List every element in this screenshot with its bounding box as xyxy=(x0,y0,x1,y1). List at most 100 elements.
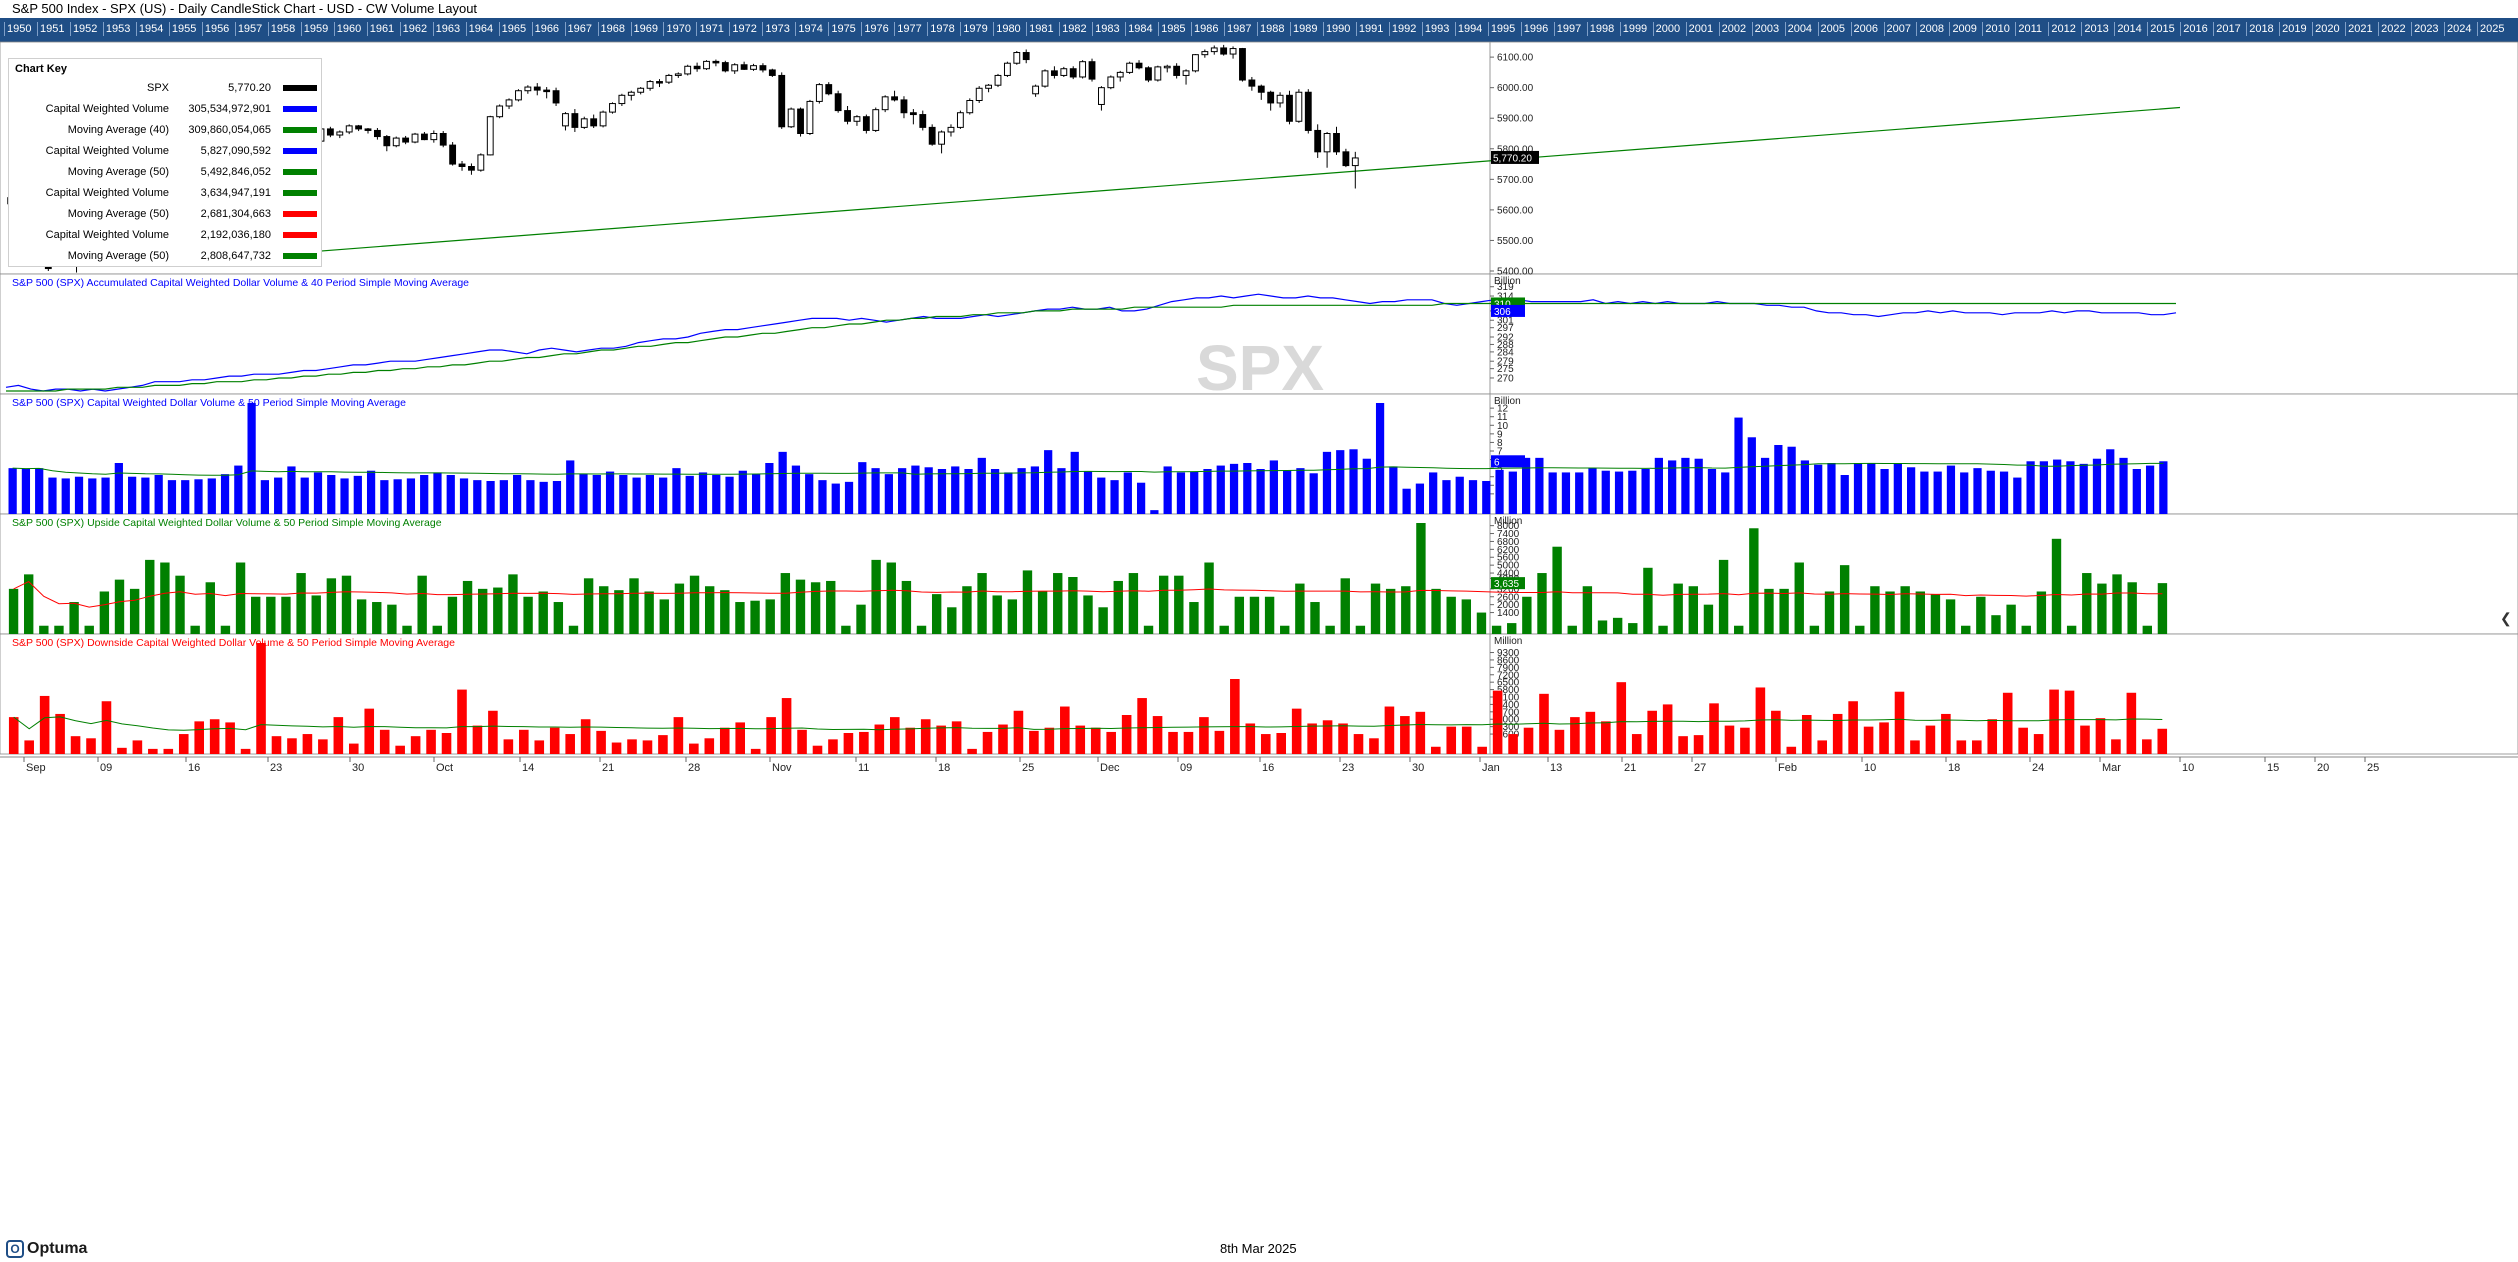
year-label[interactable]: 2011 xyxy=(2015,22,2042,36)
year-label[interactable]: 1990 xyxy=(1322,22,1350,36)
volume-bar xyxy=(1894,691,1905,754)
year-label[interactable]: 1983 xyxy=(1092,22,1120,36)
year-label[interactable]: 1951 xyxy=(36,22,64,36)
year-label[interactable]: 1961 xyxy=(366,22,394,36)
year-label[interactable]: 1978 xyxy=(927,22,955,36)
year-label[interactable]: 1986 xyxy=(1191,22,1219,36)
year-label[interactable]: 1972 xyxy=(729,22,757,36)
volume-bar xyxy=(333,717,344,754)
year-label[interactable]: 1980 xyxy=(993,22,1021,36)
year-label[interactable]: 1959 xyxy=(300,22,328,36)
volume-bar xyxy=(844,481,854,514)
chevron-left-icon[interactable]: ❮ xyxy=(2500,610,2512,626)
year-label[interactable]: 1950 xyxy=(4,22,31,36)
volume-bar xyxy=(163,748,174,754)
candle-body xyxy=(674,73,682,76)
year-label[interactable]: 1965 xyxy=(498,22,526,36)
year-label[interactable]: 1960 xyxy=(333,22,361,36)
volume-bar xyxy=(274,477,283,514)
year-label[interactable]: 2005 xyxy=(1817,22,1845,36)
year-label[interactable]: 2004 xyxy=(1784,22,1812,36)
volume-bar xyxy=(2111,739,2121,754)
year-label[interactable]: 1999 xyxy=(1619,22,1647,36)
year-label[interactable]: 2017 xyxy=(2213,22,2241,36)
year-label[interactable]: 2013 xyxy=(2081,22,2109,36)
year-label[interactable]: 1962 xyxy=(399,22,427,36)
year-label[interactable]: 1952 xyxy=(69,22,97,36)
year-label[interactable]: 1995 xyxy=(1487,22,1515,36)
volume-bar xyxy=(167,480,177,514)
year-label[interactable]: 2007 xyxy=(1883,22,1911,36)
year-label[interactable]: 1982 xyxy=(1059,22,1087,36)
volume-bar xyxy=(831,483,840,514)
year-scale-bar[interactable]: 1950 1951 1952 1953 1954 1955 1956 1957 1958 1959… xyxy=(0,18,2518,42)
year-label[interactable]: 2015 xyxy=(2147,22,2175,36)
year-label[interactable]: 2018 xyxy=(2246,22,2274,36)
year-label[interactable]: 1991 xyxy=(1355,22,1383,36)
year-label[interactable]: 1969 xyxy=(630,22,658,36)
year-label[interactable]: 1997 xyxy=(1553,22,1581,36)
year-label[interactable]: 1958 xyxy=(267,22,295,36)
year-label[interactable]: 1971 xyxy=(696,22,724,36)
year-label[interactable]: 1984 xyxy=(1125,22,1153,36)
year-label[interactable]: 2019 xyxy=(2279,22,2307,36)
year-label[interactable]: 1987 xyxy=(1224,22,1252,36)
year-label[interactable]: 2009 xyxy=(1949,22,1977,36)
year-label[interactable]: 2024 xyxy=(2444,22,2472,36)
year-label[interactable]: 2001 xyxy=(1685,22,1713,36)
year-label[interactable]: 1981 xyxy=(1026,22,1054,36)
year-label[interactable]: 1973 xyxy=(762,22,790,36)
year-label[interactable]: 1988 xyxy=(1257,22,1284,36)
year-label[interactable]: 1975 xyxy=(828,22,856,36)
volume-bar xyxy=(1585,711,1596,754)
year-label[interactable]: 1956 xyxy=(201,22,229,36)
year-label[interactable]: 1998 xyxy=(1586,22,1614,36)
year-label[interactable]: 2016 xyxy=(2180,22,2208,36)
year-label[interactable]: 1967 xyxy=(564,22,592,36)
chart-key[interactable]: Chart Key SPX 5,770.20 Capital Weighted Vo… xyxy=(8,58,322,267)
year-label[interactable]: 2025 xyxy=(2477,22,2505,36)
volume-bar xyxy=(1401,586,1411,634)
year-label[interactable]: 2014 xyxy=(2114,22,2142,36)
year-label[interactable]: 1994 xyxy=(1454,22,1482,36)
volume-bar xyxy=(39,695,50,754)
year-label[interactable]: 1974 xyxy=(795,22,823,36)
volume-bar xyxy=(2021,625,2031,634)
year-label[interactable]: 1955 xyxy=(168,22,196,36)
year-label[interactable]: 1954 xyxy=(135,22,163,36)
year-label[interactable]: 2022 xyxy=(2378,22,2406,36)
year-label[interactable]: 1992 xyxy=(1388,22,1416,36)
year-label[interactable]: 1989 xyxy=(1289,22,1317,36)
candle-body xyxy=(336,131,344,136)
year-label[interactable]: 1970 xyxy=(663,22,691,36)
candle-body xyxy=(909,112,917,116)
year-label[interactable]: 2002 xyxy=(1718,22,1746,36)
year-label[interactable]: 1979 xyxy=(960,22,988,36)
year-label[interactable]: 2008 xyxy=(1916,22,1944,36)
year-label[interactable]: 2010 xyxy=(1982,22,2010,36)
year-label[interactable]: 2000 xyxy=(1652,22,1680,36)
year-label[interactable]: 1976 xyxy=(861,22,889,36)
year-label[interactable]: 1968 xyxy=(597,22,625,36)
year-label[interactable]: 1985 xyxy=(1158,22,1186,36)
year-label[interactable]: 1993 xyxy=(1421,22,1449,36)
year-label[interactable]: 1977 xyxy=(894,22,922,36)
year-label[interactable]: 1957 xyxy=(234,22,262,36)
year-label[interactable]: 2021 xyxy=(2345,22,2373,36)
volume-bar xyxy=(1322,451,1332,514)
year-label[interactable]: 1963 xyxy=(432,22,460,36)
volume-bar xyxy=(1137,698,1147,754)
volume-bar xyxy=(2051,538,2062,634)
year-label[interactable]: 1996 xyxy=(1520,22,1548,36)
year-label[interactable]: 2023 xyxy=(2411,22,2439,36)
volume-bar xyxy=(568,625,579,634)
year-label[interactable]: 1953 xyxy=(102,22,130,36)
chart-key-value: 2,192,036,180 xyxy=(200,228,271,241)
year-label[interactable]: 2020 xyxy=(2312,22,2340,36)
year-label[interactable]: 1964 xyxy=(465,22,493,36)
year-label[interactable]: 2012 xyxy=(2048,22,2076,36)
year-label[interactable]: 2006 xyxy=(1850,22,1878,36)
year-label[interactable]: 2003 xyxy=(1751,22,1779,36)
year-label[interactable]: 1966 xyxy=(531,22,559,36)
